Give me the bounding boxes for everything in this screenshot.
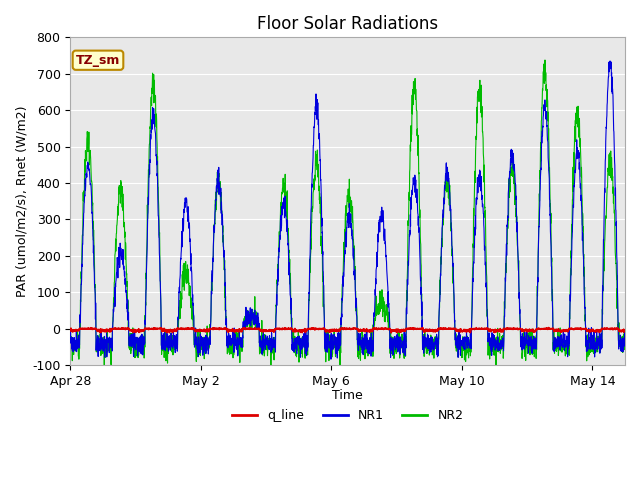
q_line	[621, 327, 629, 333]
NR2	[233, 340, 241, 346]
Text: TZ_sm: TZ_sm	[76, 54, 120, 67]
Line: q_line: q_line	[70, 327, 625, 333]
NR2	[179, 284, 186, 289]
NR2	[110, 296, 118, 301]
NR2	[504, 217, 511, 223]
NR2	[541, 57, 549, 63]
NR2	[267, 367, 275, 372]
X-axis label: Time: Time	[332, 389, 363, 402]
Legend: q_line, NR1, NR2: q_line, NR1, NR2	[227, 404, 468, 427]
NR1	[110, 308, 118, 313]
NR1	[504, 216, 511, 222]
Y-axis label: PAR (umol/m2/s), Rnet (W/m2): PAR (umol/m2/s), Rnet (W/m2)	[15, 106, 28, 297]
NR1	[186, 236, 194, 242]
NR1	[179, 216, 186, 221]
NR1	[621, 339, 629, 345]
NR1	[607, 58, 614, 64]
NR2	[67, 343, 74, 349]
NR2	[186, 285, 194, 290]
NR1	[372, 292, 380, 298]
q_line	[387, 330, 395, 336]
q_line	[179, 326, 186, 332]
Line: NR1: NR1	[70, 61, 625, 359]
q_line	[110, 325, 118, 331]
q_line	[545, 324, 552, 330]
q_line	[504, 325, 511, 331]
q_line	[67, 327, 74, 333]
q_line	[233, 327, 241, 333]
NR1	[327, 356, 335, 362]
Line: NR2: NR2	[70, 60, 625, 370]
NR2	[372, 317, 380, 323]
NR2	[621, 342, 629, 348]
q_line	[186, 326, 194, 332]
Title: Floor Solar Radiations: Floor Solar Radiations	[257, 15, 438, 33]
NR1	[233, 342, 241, 348]
NR1	[67, 340, 74, 346]
q_line	[371, 326, 379, 332]
